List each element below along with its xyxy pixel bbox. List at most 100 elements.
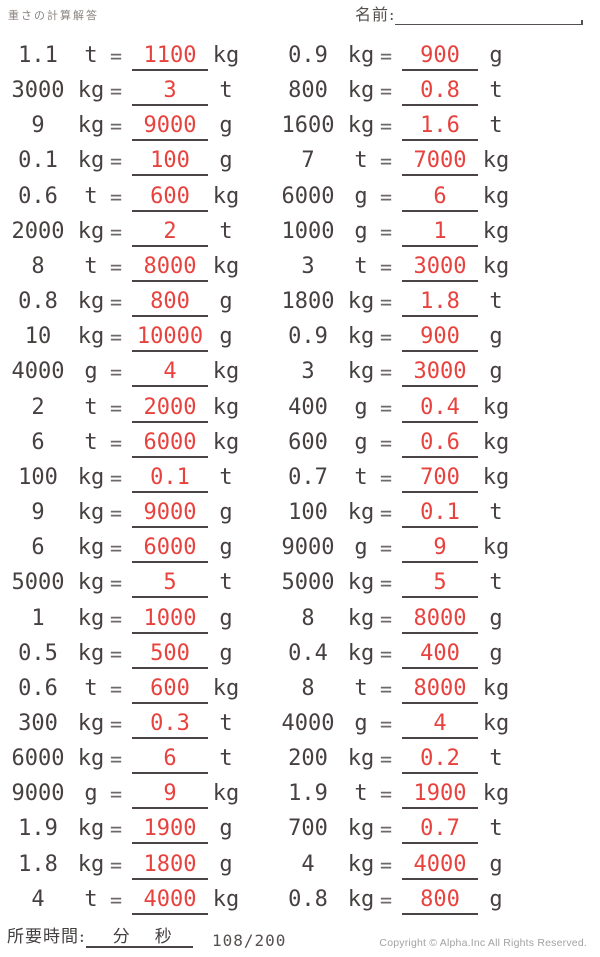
problem-unit: kg [347, 113, 375, 139]
problem-unit: kg [77, 746, 105, 772]
problem-value: 4000 [281, 710, 335, 736]
equals-sign: = [379, 606, 393, 631]
conversion-row: 9000 g = 9 kg [0, 777, 270, 812]
problem-unit: kg [347, 816, 375, 842]
problem-unit: kg [77, 535, 105, 561]
conversion-row: 600 g = 0.6 kg [270, 426, 600, 461]
problem-value: 8 [301, 605, 315, 631]
problem-unit: kg [77, 78, 105, 104]
time-blank-line: 分 秒 [85, 927, 193, 948]
conversion-row: 2000 kg = 2 t [0, 215, 270, 250]
answer-value: 4000 [132, 885, 208, 915]
equals-sign: = [109, 852, 123, 877]
column-right: 0.9 kg = 900 g 800 kg = 0.8 t 1600 kg = 1.6 t 7 t = 7000 kg… [270, 39, 600, 918]
problem-value: 9 [31, 113, 45, 139]
answer-unit: g [219, 289, 233, 315]
conversion-row: 1.8 kg = 1800 g [0, 848, 270, 883]
answer-unit: kg [212, 183, 240, 209]
problem-unit: kg [77, 605, 105, 631]
conversion-row: 0.6 t = 600 kg [0, 672, 270, 707]
problem-unit: kg [347, 570, 375, 596]
problem-value: 0.8 [288, 886, 328, 912]
problem-value: 9000 [281, 535, 335, 561]
conversion-row: 0.8 kg = 800 g [0, 285, 270, 320]
answer-unit: kg [482, 429, 510, 455]
conversion-row: 1.9 t = 1900 kg [270, 777, 600, 812]
conversion-row: 6 t = 6000 kg [0, 426, 270, 461]
problem-value: 1.9 [288, 781, 328, 807]
equals-sign: = [379, 782, 393, 807]
time-field: 所要時間: 分 秒 [7, 927, 193, 948]
problem-unit: t [84, 253, 98, 279]
answer-value: 900 [402, 41, 478, 71]
answer-value: 600 [132, 674, 208, 704]
answer-unit: t [489, 816, 503, 842]
answer-value: 10000 [132, 322, 208, 353]
problem-value: 1.9 [18, 816, 58, 842]
problem-value: 0.7 [288, 464, 328, 490]
problem-value: 1.1 [18, 43, 58, 68]
problem-unit: g [354, 394, 368, 420]
problem-unit: kg [77, 289, 105, 315]
problem-unit: t [84, 429, 98, 455]
answer-unit: kg [212, 675, 240, 701]
name-label: 名前: [355, 5, 396, 24]
answer-value: 4000 [402, 850, 478, 880]
problem-unit: t [84, 675, 98, 701]
answer-unit: g [219, 113, 233, 139]
conversion-row: 9 kg = 9000 g [0, 109, 270, 144]
answer-unit: kg [482, 675, 510, 701]
equals-sign: = [379, 290, 393, 315]
answer-value: 1800 [132, 850, 208, 880]
answer-unit: g [219, 500, 233, 526]
answer-unit: g [219, 640, 233, 666]
conversion-row: 0.9 kg = 900 g [270, 320, 600, 355]
conversion-row: 0.5 kg = 500 g [0, 637, 270, 672]
problem-unit: t [354, 464, 368, 490]
conversion-row: 8 t = 8000 kg [270, 672, 600, 707]
equals-sign: = [379, 79, 393, 104]
equals-sign: = [109, 501, 123, 526]
conversion-row: 8 kg = 8000 g [270, 602, 600, 637]
answer-value: 1100 [132, 41, 208, 71]
answer-unit: t [219, 464, 233, 490]
equals-sign: = [379, 219, 393, 244]
problem-unit: g [354, 429, 368, 455]
conversion-row: 700 kg = 0.7 t [270, 812, 600, 847]
equals-sign: = [109, 395, 123, 420]
conversion-row: 0.7 t = 700 kg [270, 461, 600, 496]
conversion-row: 1600 kg = 1.6 t [270, 109, 600, 144]
problem-unit: t [84, 183, 98, 209]
conversion-row: 3000 kg = 3 t [0, 74, 270, 109]
equals-sign: = [379, 641, 393, 666]
answer-value: 9000 [132, 498, 208, 529]
answer-value: 0.2 [402, 744, 478, 775]
equals-sign: = [109, 536, 123, 561]
conversion-row: 0.4 kg = 400 g [270, 637, 600, 672]
answer-value: 9000 [132, 111, 208, 142]
equals-sign: = [109, 747, 123, 772]
answer-unit: kg [482, 394, 510, 420]
answer-value: 2000 [132, 393, 208, 423]
problem-value: 9 [31, 500, 45, 526]
problem-value: 6 [31, 535, 45, 561]
problem-value: 0.6 [18, 675, 58, 701]
answer-value: 0.8 [402, 76, 478, 107]
equals-sign: = [109, 79, 123, 104]
problem-value: 0.5 [18, 640, 58, 666]
name-field: 名前: [355, 5, 583, 25]
answer-unit: kg [482, 253, 510, 279]
conversion-row: 5000 kg = 5 t [270, 566, 600, 601]
answer-value: 5 [132, 568, 208, 599]
answer-value: 500 [132, 639, 208, 669]
minutes-label: 分 [112, 927, 130, 947]
equals-sign: = [379, 430, 393, 455]
answer-value: 3000 [402, 252, 478, 282]
answer-value: 3 [132, 76, 208, 107]
answer-value: 2 [132, 217, 208, 247]
answer-value: 100 [132, 146, 208, 177]
equals-sign: = [109, 149, 123, 174]
equals-sign: = [109, 114, 123, 139]
problem-value: 1 [31, 605, 45, 631]
